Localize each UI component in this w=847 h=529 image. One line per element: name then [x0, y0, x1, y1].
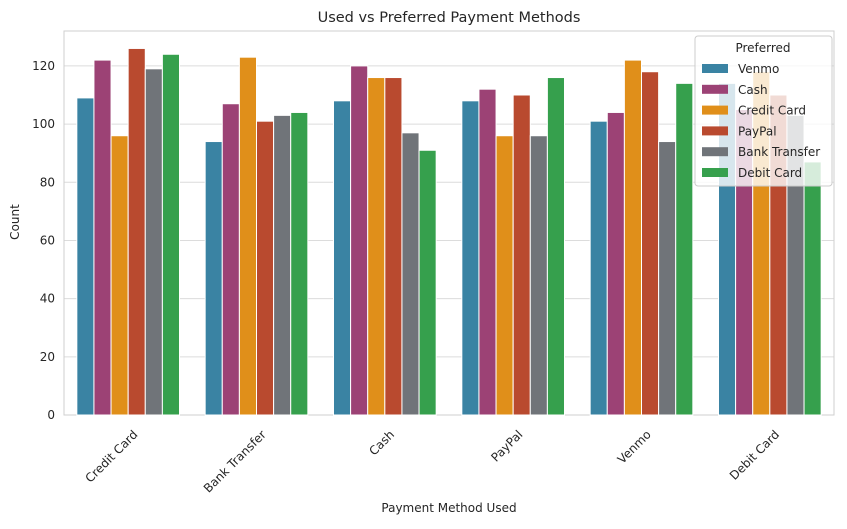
bar: [529, 135, 548, 416]
legend-item: Credit Card: [702, 104, 806, 118]
legend-items: Venmo Cash Credit Card PayPal Bank Transfer D…: [702, 62, 820, 180]
legend-swatch: [702, 105, 728, 115]
bar: [127, 47, 146, 416]
bar: [675, 82, 694, 416]
bar-group: [333, 65, 437, 416]
bar: [290, 111, 309, 416]
y-tick-label: 100: [32, 117, 55, 131]
bar: [273, 114, 292, 416]
bar: [110, 135, 129, 416]
bar: [401, 132, 420, 416]
legend-frame: [694, 35, 833, 187]
bar-group: [461, 77, 566, 416]
bar: [589, 120, 608, 416]
y-tick-label: 120: [32, 59, 55, 73]
y-tick-label: 60: [40, 233, 55, 247]
bar: [161, 53, 180, 416]
plot-frame: [63, 30, 835, 416]
bar: [144, 68, 163, 416]
y-axis-ticks: 0 20 40 60 80 100 120: [32, 59, 55, 422]
y-tick-label: 80: [40, 175, 55, 189]
legend-item: PayPal: [702, 124, 777, 138]
bar: [495, 135, 514, 416]
y-tick-label: 0: [47, 408, 55, 422]
bar-group: [76, 47, 180, 416]
bar-group: [204, 56, 309, 416]
bar: [623, 59, 643, 416]
bar: [478, 88, 497, 416]
legend-swatch: [702, 147, 728, 157]
bar: [76, 97, 95, 416]
legend: Preferred Venmo Cash Credit Card PayPal Bank…: [694, 35, 833, 187]
bar: [641, 71, 660, 416]
legend-item: Venmo: [702, 62, 779, 76]
bar: [512, 94, 531, 416]
legend-swatch: [702, 126, 728, 136]
bar: [461, 100, 480, 416]
bar: [384, 77, 403, 416]
y-tick-label: 20: [40, 350, 55, 364]
legend-item: Debit Card: [702, 166, 802, 180]
bars: [76, 47, 822, 416]
legend-label: Debit Card: [738, 166, 802, 180]
bar-group: [589, 59, 694, 416]
bar: [204, 141, 223, 416]
y-tick-label: 40: [40, 292, 55, 306]
bar: [93, 59, 112, 416]
bar: [238, 56, 257, 416]
legend-item: Cash: [702, 83, 768, 97]
legend-label: PayPal: [738, 124, 777, 138]
bar: [606, 111, 625, 416]
bar: [803, 161, 822, 416]
bar: [333, 100, 352, 416]
legend-label: Venmo: [738, 62, 779, 76]
bar: [658, 141, 677, 416]
bar: [546, 77, 566, 416]
y-axis-label: Count: [8, 204, 22, 240]
x-axis-label: Payment Method Used: [381, 501, 516, 515]
legend-label: Credit Card: [738, 104, 806, 118]
bar: [221, 103, 240, 416]
bar: [418, 149, 437, 416]
legend-title: Preferred: [735, 41, 790, 55]
legend-swatch: [702, 84, 728, 94]
legend-swatch: [702, 64, 728, 73]
legend-label: Bank Transfer: [738, 145, 820, 159]
bar: [350, 65, 369, 416]
chart-title: Used vs Preferred Payment Methods: [318, 10, 581, 26]
bar: [367, 77, 386, 416]
bar: [256, 120, 275, 416]
legend-item: Bank Transfer: [702, 145, 820, 159]
legend-swatch: [702, 168, 728, 177]
legend-label: Cash: [738, 83, 768, 97]
